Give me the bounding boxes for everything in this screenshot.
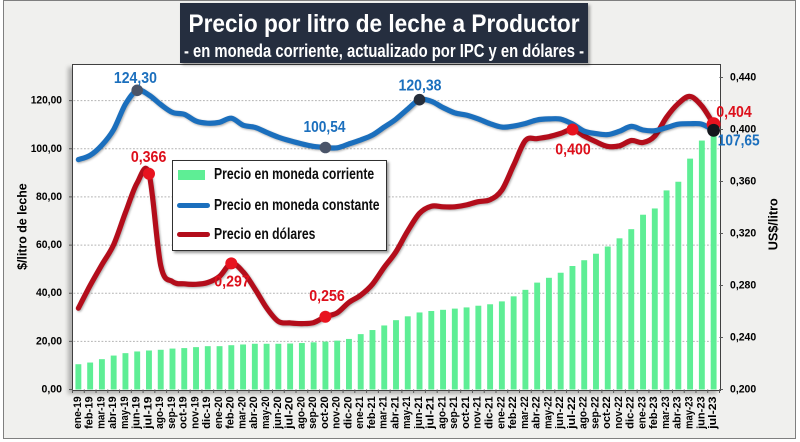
svg-text:120,38: 120,38: [399, 78, 442, 95]
svg-text:0,00: 0,00: [42, 384, 63, 396]
svg-text:sep-19: sep-19: [166, 396, 178, 429]
svg-text:100,54: 100,54: [304, 119, 346, 136]
svg-text:jul-22: jul-22: [566, 396, 578, 430]
svg-text:nov-20: nov-20: [331, 396, 343, 429]
svg-text:nov-22: nov-22: [613, 396, 625, 429]
svg-text:abr-19: abr-19: [107, 396, 119, 429]
svg-text:US$/litro: US$/litro: [766, 198, 781, 250]
svg-text:0,256: 0,256: [309, 288, 345, 305]
svg-text:may-21: may-21: [401, 396, 413, 429]
svg-text:60,00: 60,00: [36, 239, 62, 251]
svg-text:0,280: 0,280: [730, 280, 756, 292]
svg-text:0,440: 0,440: [730, 72, 756, 84]
svg-text:107,65: 107,65: [718, 133, 760, 150]
svg-text:feb-22: feb-22: [507, 396, 519, 429]
svg-text:ene-20: ene-20: [213, 396, 225, 429]
svg-text:0,400: 0,400: [555, 142, 591, 159]
svg-text:ago-19: ago-19: [154, 396, 166, 429]
svg-text:sep-20: sep-20: [307, 396, 319, 429]
svg-text:0,404: 0,404: [716, 104, 752, 121]
svg-text:dic-21: dic-21: [484, 396, 496, 429]
svg-text:nov-19: nov-19: [189, 396, 201, 429]
svg-text:ago-20: ago-20: [295, 396, 307, 429]
svg-text:jun-22: jun-22: [554, 396, 566, 430]
svg-text:sep-21: sep-21: [448, 396, 460, 429]
svg-text:0,297: 0,297: [214, 273, 250, 290]
svg-text:jun-21: jun-21: [413, 396, 425, 430]
svg-text:20,00: 20,00: [36, 335, 62, 347]
svg-text:feb-19: feb-19: [84, 396, 96, 429]
svg-text:jul-23: jul-23: [707, 396, 719, 430]
svg-text:mar-21: mar-21: [378, 396, 390, 429]
svg-text:0,400: 0,400: [730, 124, 756, 136]
svg-text:$/litro de leche: $/litro de leche: [15, 183, 30, 270]
svg-text:abr-23: abr-23: [672, 396, 684, 429]
svg-text:0,360: 0,360: [730, 176, 756, 188]
svg-text:feb-21: feb-21: [366, 396, 378, 429]
svg-text:124,30: 124,30: [114, 70, 157, 87]
svg-text:mar-22: mar-22: [519, 396, 531, 429]
svg-text:oct-20: oct-20: [319, 396, 331, 429]
svg-text:ago-21: ago-21: [437, 396, 449, 429]
svg-text:feb-23: feb-23: [648, 396, 660, 429]
svg-text:feb-20: feb-20: [225, 396, 237, 429]
svg-text:jun-19: jun-19: [131, 396, 143, 430]
svg-text:ago-22: ago-22: [578, 396, 590, 429]
svg-text:may-22: may-22: [542, 396, 554, 429]
svg-text:0,200: 0,200: [730, 384, 756, 396]
svg-text:oct-21: oct-21: [460, 396, 472, 429]
svg-text:may-20: may-20: [260, 396, 272, 429]
svg-text:abr-22: abr-22: [531, 396, 543, 429]
svg-text:100,00: 100,00: [31, 143, 62, 155]
svg-text:mar-23: mar-23: [660, 396, 672, 429]
svg-text:may-23: may-23: [684, 396, 696, 429]
svg-text:sep-22: sep-22: [589, 396, 601, 429]
svg-text:jun-23: jun-23: [695, 396, 707, 430]
svg-text:80,00: 80,00: [36, 191, 62, 203]
svg-text:dic-22: dic-22: [625, 396, 637, 429]
svg-text:jul-20: jul-20: [284, 396, 296, 430]
svg-text:abr-20: abr-20: [248, 396, 260, 429]
svg-text:0,240: 0,240: [730, 332, 756, 344]
svg-text:ene-21: ene-21: [354, 396, 366, 429]
svg-text:oct-19: oct-19: [178, 396, 190, 429]
svg-text:40,00: 40,00: [36, 287, 62, 299]
svg-text:0,366: 0,366: [131, 149, 167, 166]
svg-text:oct-22: oct-22: [601, 396, 613, 429]
svg-text:abr-21: abr-21: [389, 396, 401, 429]
svg-text:dic-20: dic-20: [342, 396, 354, 429]
svg-text:ene-23: ene-23: [636, 396, 648, 429]
svg-text:ene-19: ene-19: [72, 396, 84, 429]
svg-text:ene-22: ene-22: [495, 396, 507, 429]
svg-text:jul-19: jul-19: [142, 396, 154, 430]
svg-text:dic-19: dic-19: [201, 396, 213, 429]
svg-text:120,00: 120,00: [31, 95, 62, 107]
svg-text:0,320: 0,320: [730, 228, 756, 240]
svg-text:may-19: may-19: [119, 396, 131, 429]
svg-text:jul-21: jul-21: [425, 396, 437, 430]
svg-text:mar-19: mar-19: [95, 396, 107, 429]
svg-text:nov-21: nov-21: [472, 396, 484, 429]
svg-text:jun-20: jun-20: [272, 396, 284, 430]
svg-text:mar-20: mar-20: [237, 396, 249, 429]
